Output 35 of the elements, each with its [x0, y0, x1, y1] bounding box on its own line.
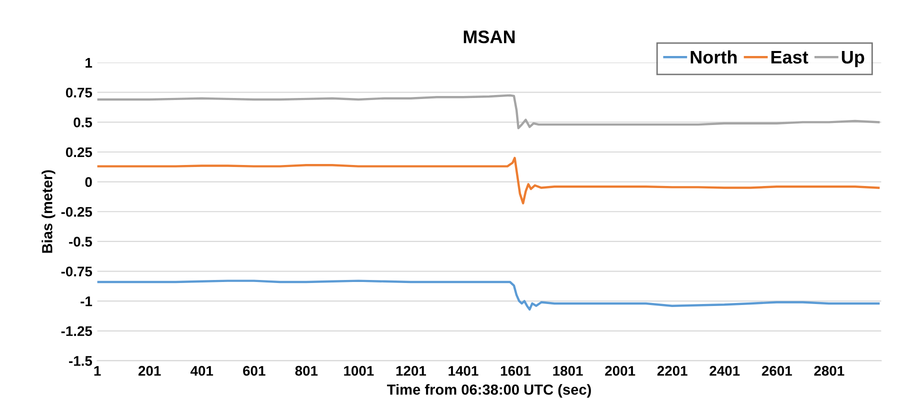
x-tick-label: 1201 [396, 366, 426, 376]
x-tick-label: 1401 [448, 366, 478, 376]
line-series [97, 156, 880, 204]
x-tick-label: 2201 [657, 366, 688, 376]
line-series [97, 94, 880, 130]
x-tick-label: 1801 [553, 366, 583, 376]
y-tick-label: -0.75 [61, 266, 92, 276]
x-tick-label: 401 [190, 366, 214, 376]
chart-title: MSAN [464, 30, 515, 44]
y-axis-title: Bias (meter) [42, 170, 56, 253]
x-tick-label: 2001 [605, 366, 636, 376]
y-tick-label: 0 [85, 177, 92, 187]
legend-label: East [771, 51, 808, 64]
line-series [97, 280, 880, 311]
y-tick-label: -1 [80, 296, 92, 306]
y-tick-label: -1.5 [69, 356, 92, 366]
x-axis-title: Time from 06:38:00 UTC (sec) [387, 384, 591, 398]
x-tick-label: 1001 [344, 366, 374, 376]
legend-label: Up [842, 51, 864, 68]
x-tick-label: 1 [94, 366, 101, 376]
x-tick-label: 201 [138, 366, 161, 376]
x-tick-label: 1601 [500, 366, 531, 376]
y-tick-label: -0.25 [61, 206, 92, 217]
x-tick-label: 2401 [710, 366, 740, 376]
y-tick-label: -1.25 [61, 326, 92, 336]
legend-label: North [690, 50, 737, 64]
x-tick-label: 2601 [762, 366, 792, 376]
y-tick-label: 0.25 [66, 147, 92, 158]
y-tick-label: 0.75 [66, 88, 92, 98]
x-tick-label: 601 [243, 366, 266, 376]
y-tick-label: 0.5 [74, 118, 92, 128]
y-tick-label: 1 [86, 58, 92, 68]
x-tick-label: 801 [295, 366, 318, 376]
y-tick-label: -0.5 [69, 236, 92, 247]
x-tick-label: 2801 [814, 366, 844, 376]
